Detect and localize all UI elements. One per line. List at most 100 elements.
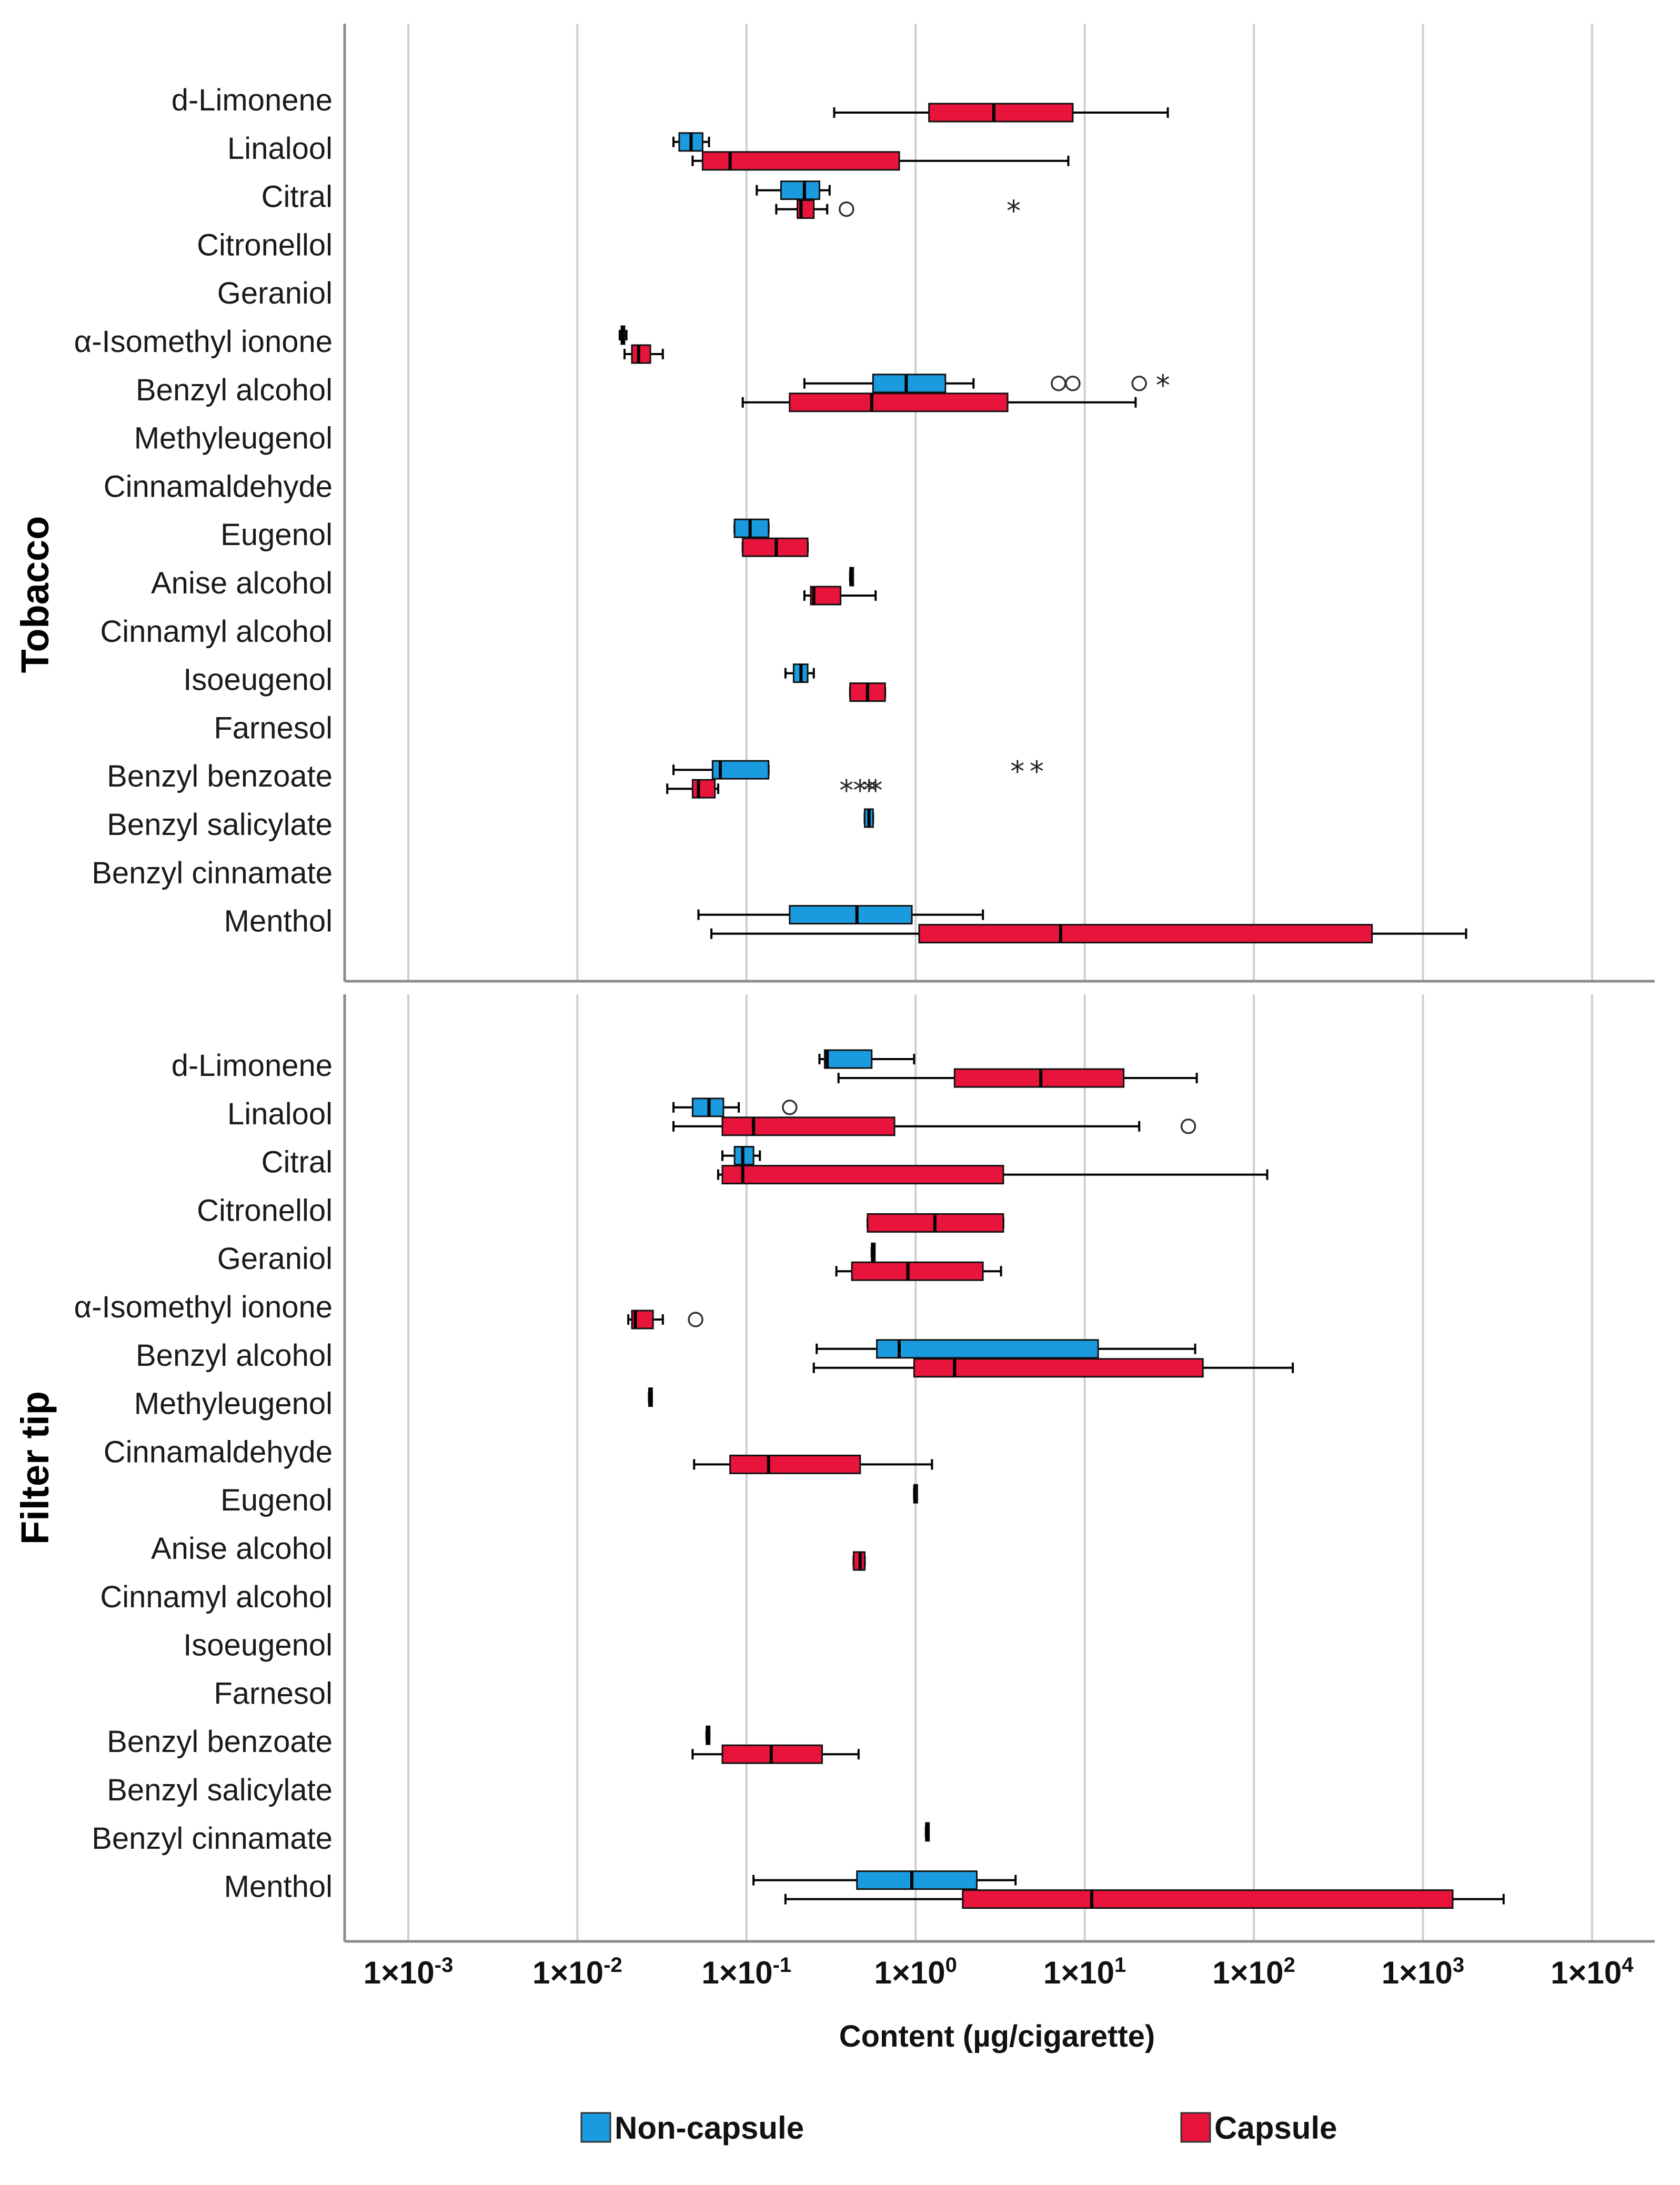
iqr-box — [789, 905, 913, 925]
box-filter-tip-capsule-isomethyl-ionone — [627, 1310, 703, 1330]
iqr-box — [701, 151, 900, 171]
outlier-star: * — [853, 774, 867, 807]
x-tick-label-2: 1×10-1 — [701, 1954, 791, 1990]
box-tobacco-non-capsule-anise-alcohol — [849, 567, 854, 587]
category-label-cinnamaldehyde: Cinnamaldehyde — [104, 469, 333, 504]
category-label-citronellol: Citronellol — [197, 228, 333, 262]
outlier-star: * — [839, 774, 853, 807]
category-label-menthol: Menthol — [224, 1870, 333, 1904]
outlier-circle — [1131, 376, 1147, 391]
box-filter-tip-non-capsule-benzyl-benzoate — [705, 1725, 711, 1745]
category-label-eugenol: Eugenol — [220, 518, 333, 552]
box-filter-tip-non-capsule-benzyl-alcohol — [816, 1339, 1196, 1359]
category-label-methyleugenol: Methyleugenol — [134, 421, 333, 456]
box-layer: ** *** *** — [618, 103, 1505, 1909]
category-label-citral: Citral — [261, 180, 333, 214]
legend-swatch-non-capsule — [580, 2112, 611, 2143]
box-filter-tip-non-capsule-citral — [721, 1146, 761, 1166]
box-filter-tip-non-capsule-linalool — [672, 1097, 798, 1117]
x-tick-label-0: 1×10-3 — [364, 1954, 454, 1990]
category-label-benzyl-benzoate: Benzyl benzoate — [107, 1725, 333, 1759]
box-tobacco-capsule-isomethyl-ionone — [623, 344, 664, 364]
x-tick-label-4: 1×101 — [1043, 1954, 1126, 1990]
iqr-box — [691, 779, 716, 799]
outlier-circle — [839, 201, 854, 217]
box-filter-tip-capsule-d-limonene — [837, 1068, 1198, 1088]
box-tobacco-capsule-linalool — [691, 151, 1070, 171]
category-label-isomethyl-ionone: α-Isomethyl ionone — [74, 1290, 333, 1324]
box-tobacco-non-capsule-eugenol — [733, 518, 770, 538]
category-label-d-limonene: d-Limonene — [172, 83, 333, 117]
iqr-box — [789, 392, 1009, 412]
category-label-benzyl-cinnamate: Benzyl cinnamate — [92, 1821, 333, 1856]
box-filter-tip-capsule-benzyl-alcohol — [812, 1358, 1294, 1378]
iqr-box — [856, 1870, 978, 1890]
category-label-d-limonene: d-Limonene — [172, 1049, 333, 1083]
iqr-box — [721, 1116, 896, 1136]
box-filter-tip-non-capsule-geraniol — [870, 1242, 876, 1262]
category-label-methyleugenol: Methyleugenol — [134, 1387, 333, 1421]
iqr-box — [913, 1358, 1204, 1378]
category-label-benzyl-benzoate: Benzyl benzoate — [107, 759, 333, 793]
box-filter-tip-non-capsule-benzyl-cinnamate — [924, 1822, 930, 1842]
box-tobacco-non-capsule-citral — [756, 180, 831, 200]
category-label-benzyl-salicylate: Benzyl salicylate — [107, 1773, 333, 1807]
frame-layer — [343, 24, 1655, 1943]
category-label-citral: Citral — [261, 1145, 333, 1180]
x-tick-label-5: 1×102 — [1212, 1954, 1295, 1990]
box-filter-tip-non-capsule-methyleugenol — [648, 1387, 653, 1407]
outlier-star: * — [862, 774, 876, 807]
box-tobacco-capsule-menthol — [710, 924, 1467, 944]
box-tobacco-non-capsule-benzyl-benzoate: * * — [672, 755, 1044, 788]
category-label-farnesol: Farnesol — [214, 1676, 333, 1710]
category-label-anise-alcohol: Anise alcohol — [151, 566, 333, 600]
box-tobacco-non-capsule-linalool — [672, 132, 710, 152]
outlier-circle — [1065, 376, 1081, 391]
outlier-star: * — [869, 774, 883, 807]
box-tobacco-capsule-eugenol — [741, 537, 809, 557]
legend-swatch-capsule — [1180, 2112, 1211, 2143]
x-tick-label-7: 1×104 — [1551, 1954, 1634, 1990]
outlier-circle — [782, 1100, 798, 1115]
iqr-box — [918, 924, 1373, 944]
box-filter-tip-capsule-citral — [717, 1165, 1269, 1185]
category-label-cinnamaldehyde: Cinnamaldehyde — [104, 1435, 333, 1469]
category-label-linalool: Linalool — [227, 132, 333, 166]
category-label-geraniol: Geraniol — [217, 1242, 333, 1276]
iqr-box — [729, 1454, 861, 1474]
category-label-benzyl-cinnamate: Benzyl cinnamate — [92, 856, 333, 890]
category-label-isoeugenol: Isoeugenol — [183, 1628, 333, 1663]
iqr-box — [876, 1339, 1099, 1359]
iqr-box — [810, 586, 842, 606]
category-label-benzyl-alcohol: Benzyl alcohol — [136, 1338, 333, 1373]
iqr-box — [721, 1165, 1004, 1185]
outlier-circle — [688, 1312, 703, 1327]
iqr-box — [780, 180, 820, 200]
iqr-box — [962, 1889, 1454, 1909]
box-filter-tip-capsule-menthol — [784, 1889, 1505, 1909]
box-filter-tip-capsule-linalool — [672, 1116, 1196, 1136]
category-label-benzyl-salicylate: Benzyl salicylate — [107, 808, 333, 842]
iqr-box — [953, 1068, 1125, 1088]
outlier-star: * — [1030, 755, 1044, 788]
box-filter-tip-capsule-anise-alcohol — [852, 1551, 866, 1571]
box-filter-tip-non-capsule-eugenol — [913, 1484, 918, 1504]
legend[interactable]: Non-capsule Capsule — [580, 2110, 1337, 2146]
x-tick-label-6: 1×103 — [1382, 1954, 1464, 1990]
category-label-isoeugenol: Isoeugenol — [183, 663, 333, 697]
category-label-menthol: Menthol — [224, 904, 333, 939]
x-axis-label: Content (µg/cigarette) — [839, 2019, 1155, 2053]
box-tobacco-capsule-d-limonene — [833, 103, 1169, 123]
outlier-star: * — [1156, 369, 1170, 402]
category-label-isomethyl-ionone: α-Isomethyl ionone — [74, 325, 333, 359]
category-label-eugenol: Eugenol — [220, 1483, 333, 1517]
iqr-box — [851, 1261, 984, 1281]
iqr-box — [823, 1049, 873, 1069]
legend-label-non-capsule: Non-capsule — [615, 2110, 804, 2146]
box-tobacco-capsule-isoeugenol — [849, 682, 887, 702]
box-tobacco-non-capsule-isomethyl-ionone — [618, 325, 628, 345]
box-filter-tip-capsule-citronellol — [866, 1213, 1004, 1233]
outlier-star: * — [1010, 755, 1024, 788]
box-tobacco-capsule-benzyl-benzoate: * *** — [666, 774, 883, 807]
